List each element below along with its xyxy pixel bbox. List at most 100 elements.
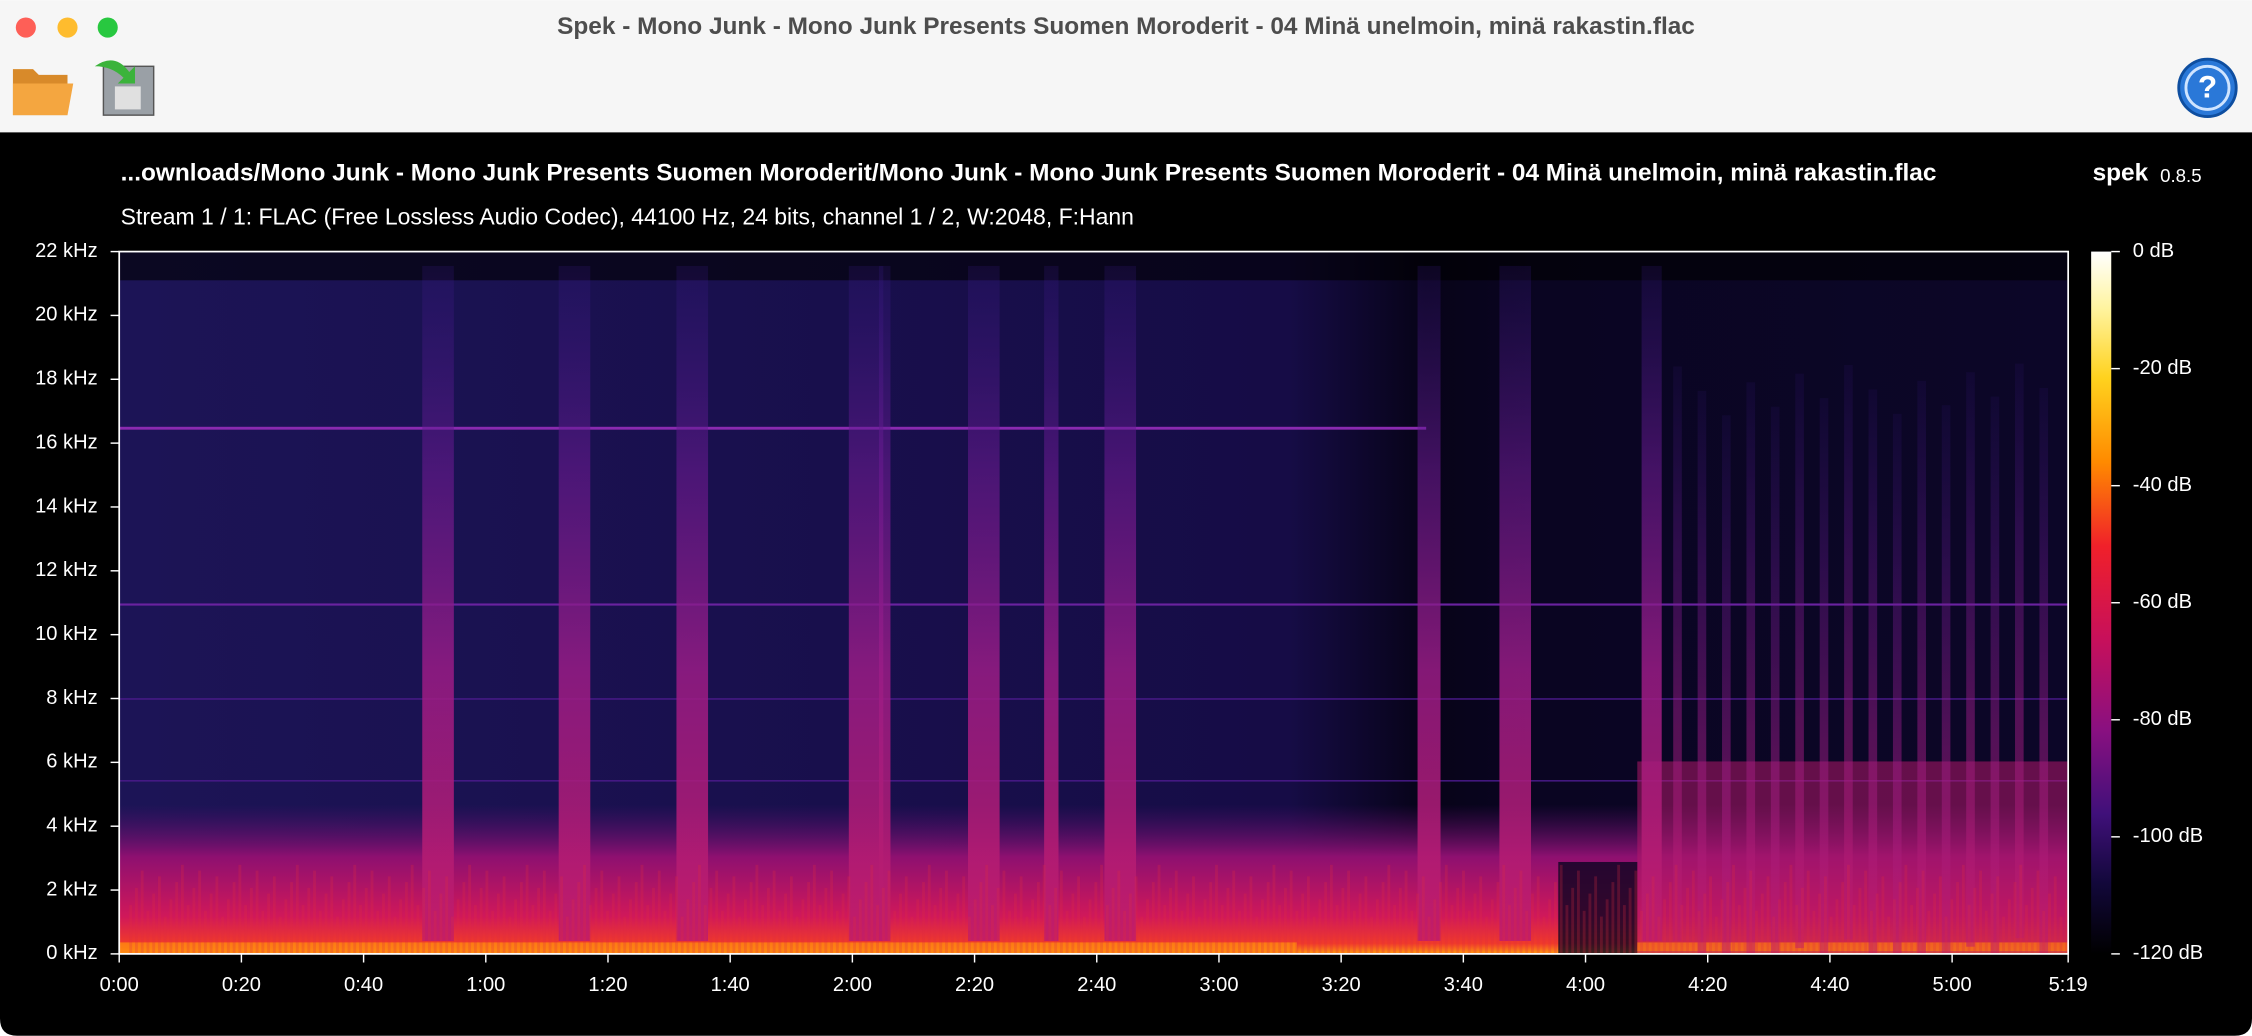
- noise: [1898, 882, 1902, 954]
- noise: [519, 882, 523, 954]
- noise: [1531, 893, 1534, 954]
- noise: [1404, 870, 1408, 954]
- noise: [1657, 916, 1661, 954]
- noise: [410, 864, 414, 954]
- help-button[interactable]: ?: [2177, 57, 2238, 119]
- noise: [1680, 905, 1684, 954]
- noise: [1019, 876, 1023, 954]
- noise: [152, 893, 156, 954]
- x-tick-label: 1:20: [588, 974, 627, 996]
- noise: [1571, 887, 1575, 954]
- energy-band: [1697, 390, 1707, 954]
- noise: [939, 887, 943, 954]
- noise: [904, 876, 908, 954]
- noise: [663, 910, 667, 954]
- noise: [376, 910, 380, 954]
- noise: [1421, 876, 1425, 954]
- noise: [1737, 905, 1741, 954]
- noise: [221, 916, 225, 954]
- x-tick-label: 1:40: [711, 974, 750, 996]
- noise: [1186, 893, 1190, 954]
- open-button[interactable]: [12, 69, 74, 116]
- noise: [893, 910, 897, 954]
- noise: [1456, 887, 1460, 954]
- noise: [1450, 905, 1454, 954]
- y-tick-label: 4 kHz: [46, 815, 97, 837]
- noise: [1410, 910, 1414, 954]
- noise: [1519, 870, 1523, 954]
- noise: [198, 870, 202, 954]
- noise: [1996, 876, 2000, 954]
- noise: [364, 887, 368, 954]
- noise: [1261, 899, 1264, 954]
- noise: [1473, 893, 1477, 954]
- y-tick-label: 18 kHz: [35, 368, 98, 390]
- noise: [1852, 905, 1856, 954]
- noise: [353, 864, 357, 954]
- noise: [812, 864, 816, 954]
- noise: [1220, 905, 1224, 954]
- noise: [1266, 882, 1270, 954]
- noise: [933, 905, 937, 954]
- noise: [887, 870, 891, 954]
- noise: [1071, 893, 1075, 954]
- noise: [669, 893, 673, 954]
- noise: [1732, 864, 1735, 954]
- y-tick-label: 8 kHz: [46, 687, 97, 709]
- noise: [1197, 916, 1201, 954]
- noise: [1209, 882, 1213, 954]
- noise: [818, 905, 822, 954]
- energy-band: [1641, 265, 1662, 941]
- noise: [1243, 893, 1247, 954]
- noise: [692, 882, 696, 954]
- noise: [1961, 864, 1965, 954]
- noise: [789, 876, 793, 954]
- noise: [1640, 910, 1644, 954]
- x-tick-label: 1:00: [466, 974, 505, 996]
- level-label: -100 dB: [2133, 825, 2203, 847]
- noise: [1157, 864, 1161, 954]
- close-button[interactable]: [15, 17, 36, 38]
- x-tick-label: 3:40: [1444, 974, 1483, 996]
- noise: [405, 882, 408, 954]
- noise: [427, 870, 431, 954]
- noise: [1462, 870, 1465, 954]
- noise: [2036, 870, 2040, 954]
- noise: [755, 864, 759, 954]
- x-tick-label: 3:20: [1322, 974, 1361, 996]
- noise: [1881, 876, 1885, 954]
- noise: [347, 882, 351, 954]
- noise: [301, 905, 305, 954]
- noise: [226, 899, 230, 954]
- noise: [278, 916, 282, 954]
- noise: [1433, 899, 1437, 954]
- noise: [1111, 887, 1115, 954]
- noise: [985, 864, 989, 954]
- noise: [1002, 870, 1006, 954]
- noise: [1502, 864, 1506, 954]
- noise: [1215, 864, 1218, 954]
- energy-band: [1746, 382, 1756, 954]
- energy-band: [1844, 365, 1853, 940]
- noise: [766, 887, 770, 954]
- y-tick-label: 20 kHz: [35, 304, 98, 326]
- x-tick-label: 2:40: [1077, 974, 1116, 996]
- noise: [313, 870, 316, 954]
- noise: [1668, 882, 1672, 954]
- noise: [1094, 882, 1098, 954]
- noise: [1726, 882, 1730, 954]
- y-tick-label: 6 kHz: [46, 751, 97, 773]
- minimize-button[interactable]: [57, 17, 78, 38]
- noise: [393, 916, 397, 954]
- noise: [1904, 864, 1908, 954]
- noise: [881, 887, 885, 954]
- app-version: 0.8.5: [2160, 165, 2202, 186]
- noise: [1553, 882, 1557, 954]
- save-button[interactable]: [94, 60, 155, 116]
- x-tick-label: 4:20: [1688, 974, 1727, 996]
- noise: [858, 899, 862, 954]
- noise: [1818, 893, 1822, 954]
- noise: [1485, 916, 1488, 954]
- zoom-button[interactable]: [97, 17, 118, 38]
- energy-band: [1868, 389, 1878, 954]
